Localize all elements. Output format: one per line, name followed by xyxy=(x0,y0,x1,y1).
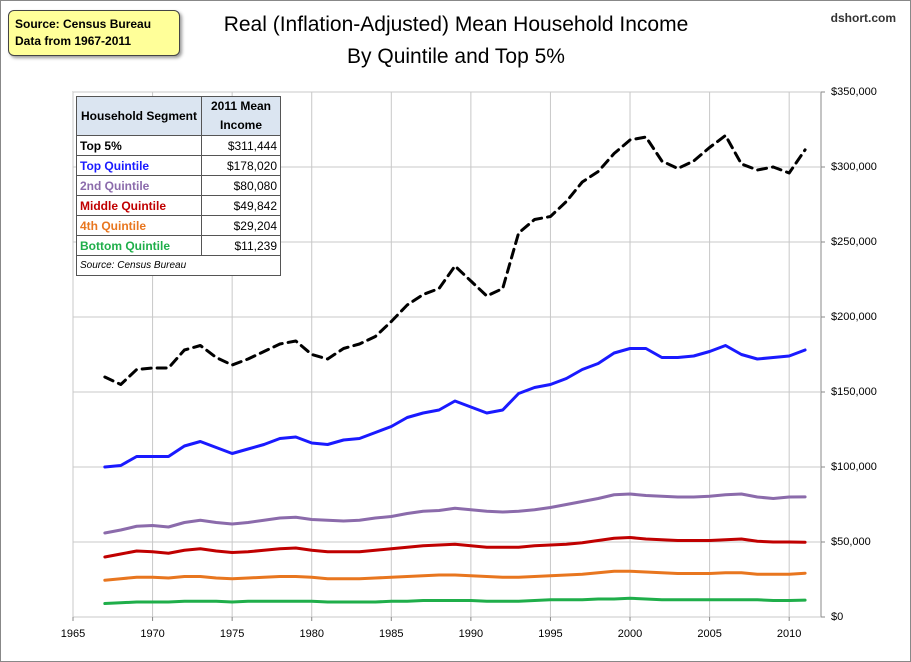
table-row: Top 5% $311,444 xyxy=(76,135,281,156)
y-tick-label: $300,000 xyxy=(831,161,877,173)
segment-cell: Top 5% xyxy=(76,135,202,156)
chart-title: Real (Inflation-Adjusted) Mean Household… xyxy=(223,13,689,36)
income-cell: $311,444 xyxy=(201,135,281,156)
source-box: Source: Census Bureau Data from 1967-201… xyxy=(8,10,180,56)
table-body: Household Segment 2011 Mean Income Top 5… xyxy=(76,96,281,276)
segment-cell: Bottom Quintile xyxy=(76,235,202,256)
series-line xyxy=(103,569,807,582)
income-cell: $11,239 xyxy=(201,235,281,256)
x-tick-label: 1995 xyxy=(538,628,562,640)
income-cell: $29,204 xyxy=(201,215,281,236)
income-cell: $178,020 xyxy=(201,155,281,176)
table-row: Middle Quintile $49,842 xyxy=(76,195,281,216)
segment-cell: 2nd Quintile xyxy=(76,175,202,196)
x-tick-label: 1980 xyxy=(299,628,323,640)
x-tick-label: 2010 xyxy=(777,628,801,640)
x-tick-label: 2000 xyxy=(618,628,642,640)
series-line xyxy=(103,492,807,535)
header-cell: Household Segment xyxy=(76,96,202,136)
table-row: 4th Quintile $29,204 xyxy=(76,215,281,236)
segment-cell: 4th Quintile xyxy=(76,215,202,236)
source-line: Source: Census Bureau xyxy=(15,17,152,31)
y-tick-label: $250,000 xyxy=(831,236,877,248)
source-line: Data from 1967-2011 xyxy=(15,34,132,48)
table-row: Top Quintile $178,020 xyxy=(76,155,281,176)
y-tick-label: $350,000 xyxy=(831,86,877,98)
x-tick-label: 1975 xyxy=(220,628,244,640)
segment-cell: Middle Quintile xyxy=(76,195,202,216)
table-row: Source: Census Bureau xyxy=(76,255,281,276)
table-header: Household Segment 2011 Mean Income xyxy=(76,96,281,136)
y-tick-label: $150,000 xyxy=(831,386,877,398)
x-tick-label: 1965 xyxy=(61,628,85,640)
x-tick-label: 2005 xyxy=(697,628,721,640)
x-tick-label: 1970 xyxy=(140,628,164,640)
series-line xyxy=(103,134,807,386)
series-line xyxy=(103,344,807,469)
table-row: Bottom Quintile $11,239 xyxy=(76,235,281,256)
table-note: Source: Census Bureau xyxy=(76,255,281,276)
y-tick-label: $200,000 xyxy=(831,311,877,323)
x-tick-label: 1990 xyxy=(459,628,483,640)
table-row: 2nd Quintile $80,080 xyxy=(76,175,281,196)
x-tick-label: 1985 xyxy=(379,628,403,640)
series-line xyxy=(103,596,807,605)
y-tick-label: $0 xyxy=(831,611,843,623)
segment-cell: Top Quintile xyxy=(76,155,202,176)
income-cell: $49,842 xyxy=(201,195,281,216)
series-line xyxy=(103,536,807,559)
site-label: dshort.com xyxy=(830,11,896,25)
inset-table: Household Segment 2011 Mean Income Top 5… xyxy=(76,96,281,276)
y-tick-label: $50,000 xyxy=(831,536,871,548)
chart-subtitle: By Quintile and Top 5% xyxy=(347,45,565,68)
y-tick-label: $100,000 xyxy=(831,461,877,473)
income-cell: $80,080 xyxy=(201,175,281,196)
header-cell: 2011 Mean Income xyxy=(201,96,281,136)
